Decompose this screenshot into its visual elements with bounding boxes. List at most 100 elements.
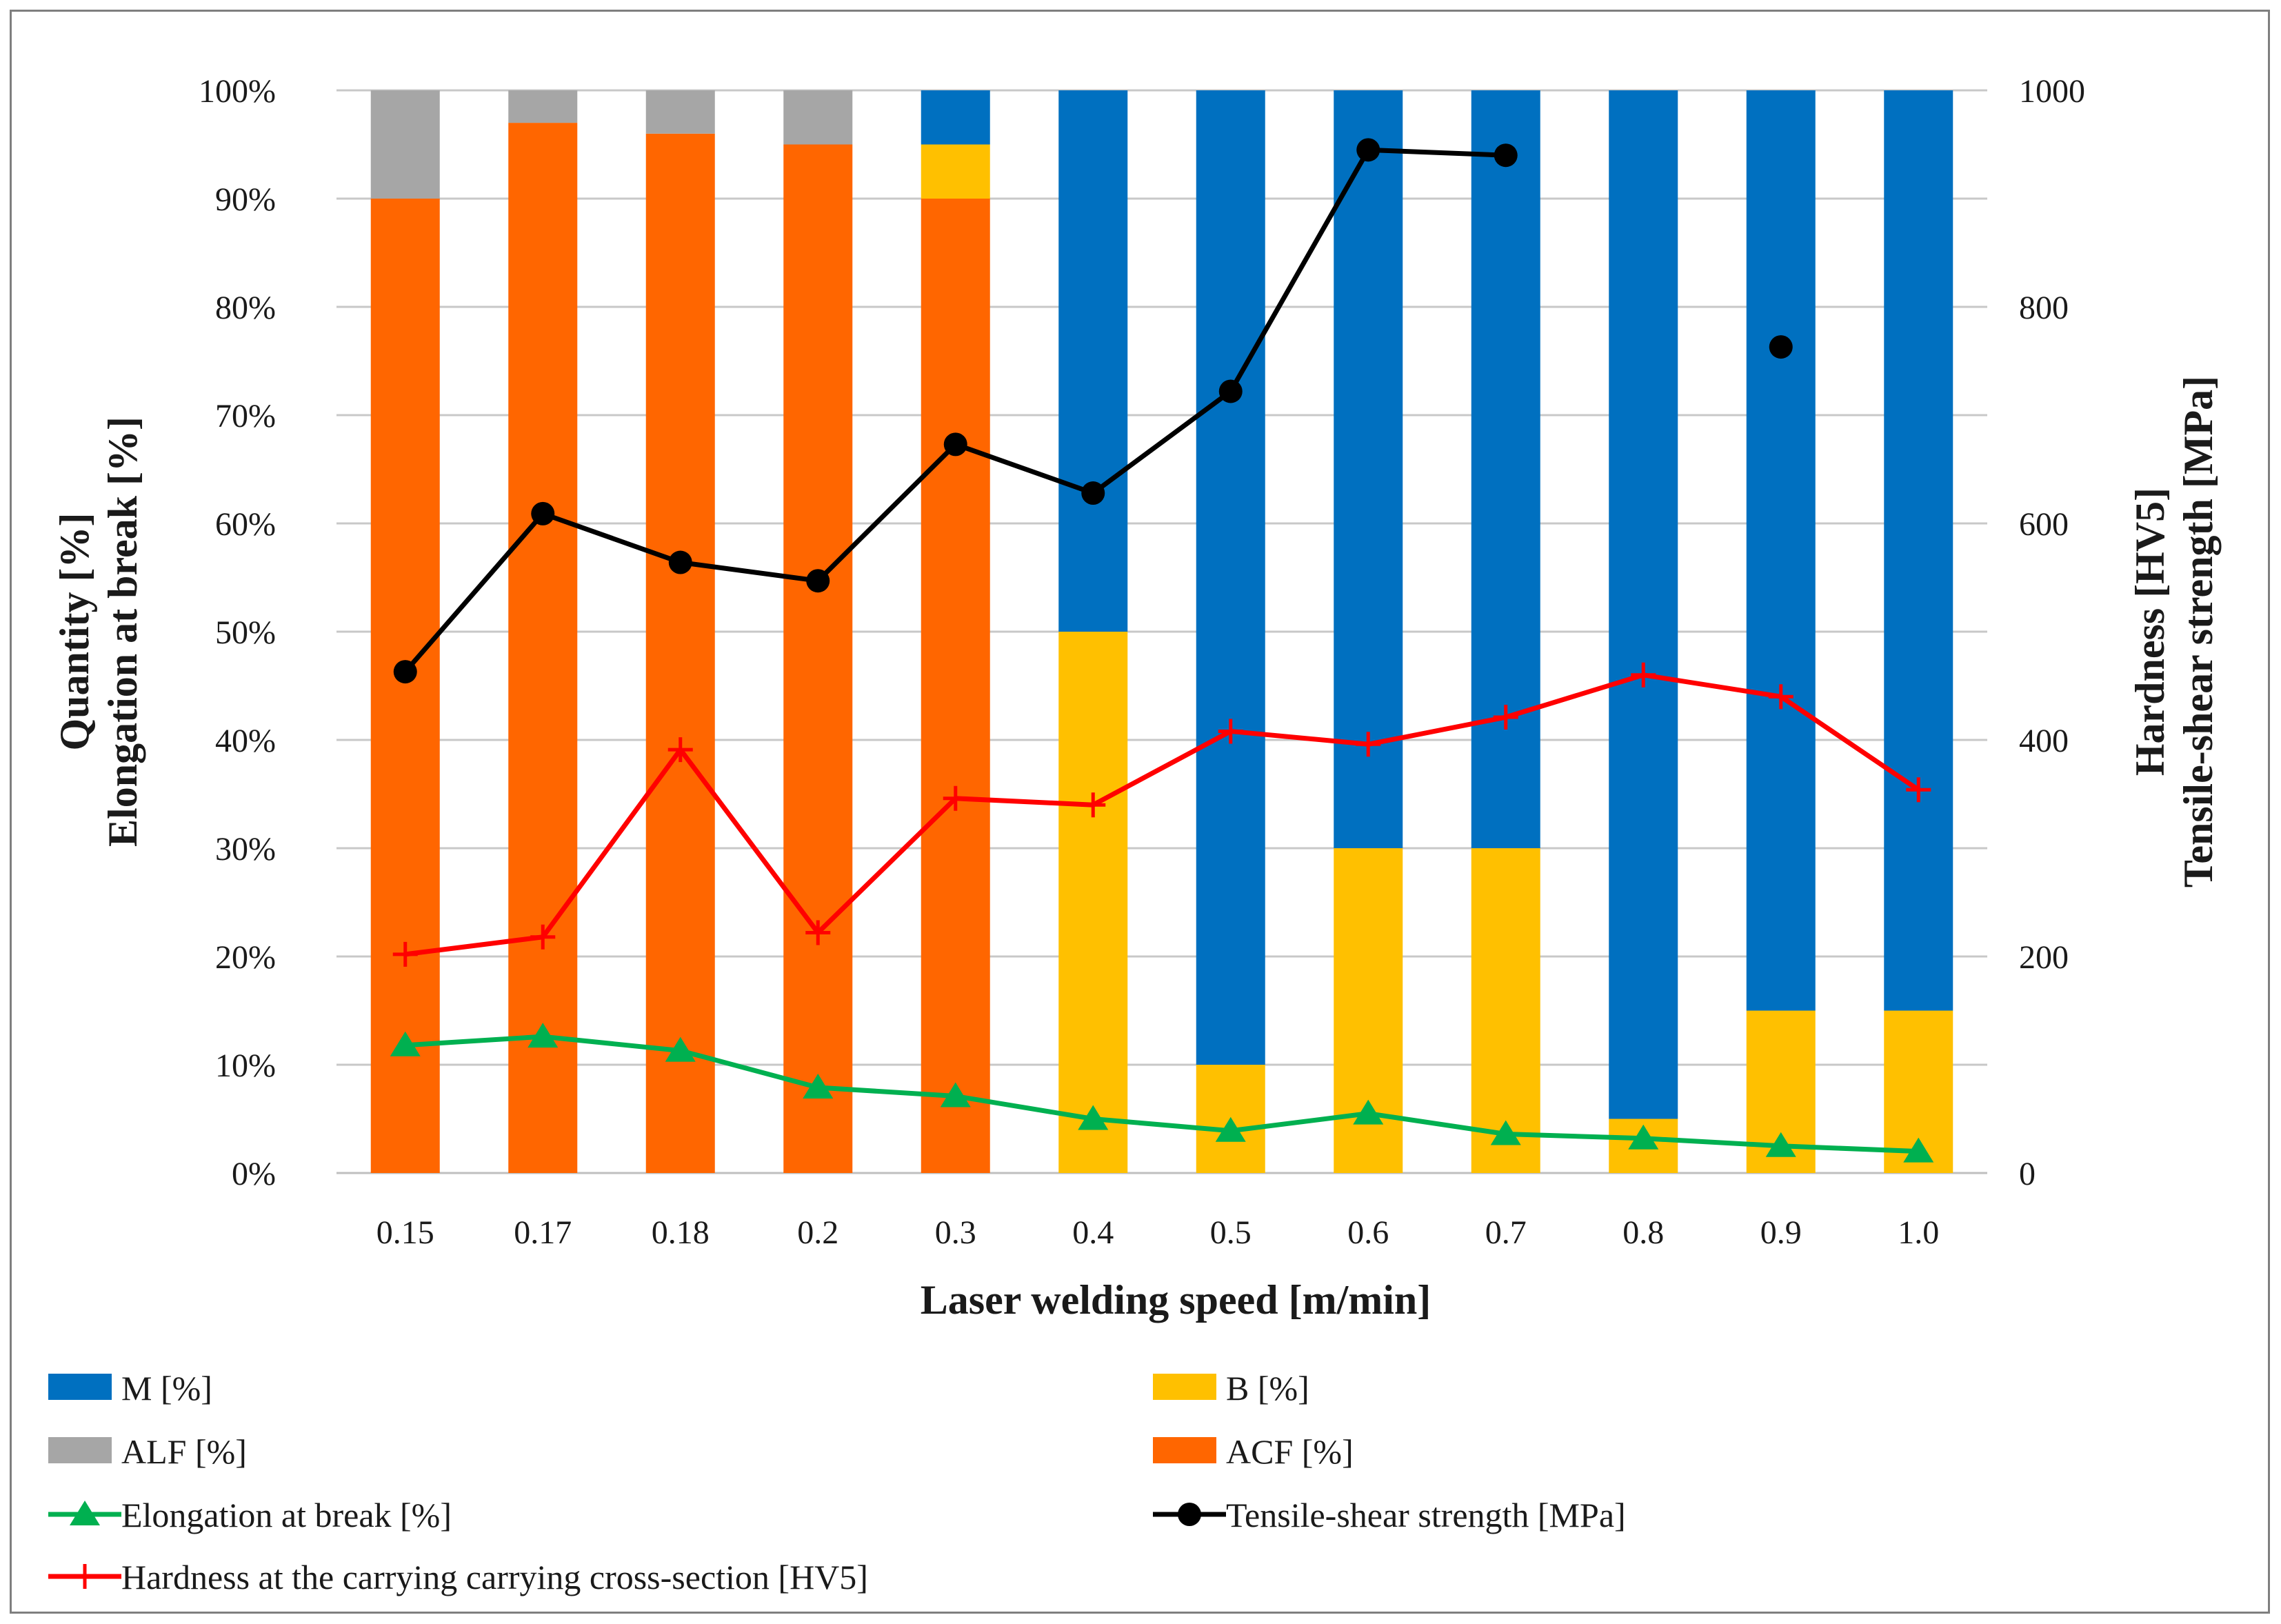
y-left-axis-title: Elongation at break [%] bbox=[100, 417, 145, 847]
bar-segment bbox=[783, 144, 853, 1173]
legend-label: Tensile-shear strength [MPa] bbox=[1226, 1496, 1626, 1534]
legend-swatch bbox=[1153, 1374, 1216, 1400]
bar-segment bbox=[783, 90, 853, 145]
bar-segment bbox=[508, 90, 578, 123]
y-left-tick-label: 50% bbox=[215, 614, 276, 651]
bar-segment bbox=[370, 90, 440, 199]
series-line-segment bbox=[678, 747, 821, 935]
series-line-segment bbox=[1365, 714, 1509, 747]
data-point-marker bbox=[1628, 1124, 1659, 1150]
y-left-tick-label: 100% bbox=[199, 73, 276, 110]
y-right-axis-title: Hardness [HV5] bbox=[2127, 488, 2173, 776]
y-left-tick-label: 40% bbox=[215, 723, 276, 759]
y-left-tick-label: 10% bbox=[215, 1047, 276, 1084]
series-line-segment bbox=[1090, 1116, 1234, 1134]
series-line-segment bbox=[403, 1034, 545, 1048]
data-point-marker bbox=[527, 1023, 559, 1048]
y-right-axis-title: Tensile-shear strength [MPa] bbox=[2176, 376, 2221, 888]
legend-label: ACF [%] bbox=[1226, 1432, 1354, 1471]
x-tick-label: 0.5 bbox=[1210, 1214, 1252, 1251]
series-line-segment bbox=[1640, 672, 1784, 699]
legend-label: ALF [%] bbox=[121, 1432, 247, 1471]
bar-segment bbox=[645, 133, 715, 1173]
series-line-segment bbox=[1090, 388, 1234, 496]
y-right-tick-label: 200 bbox=[2019, 939, 2069, 976]
series-line-segment bbox=[403, 511, 545, 674]
series-line-segment bbox=[815, 1085, 958, 1099]
y-left-tick-label: 80% bbox=[215, 290, 276, 326]
series-line-segment bbox=[1365, 1111, 1509, 1136]
bar-segment bbox=[921, 199, 990, 1173]
x-tick-label: 1.0 bbox=[1898, 1214, 1939, 1251]
series-line-segment bbox=[1503, 672, 1646, 720]
bar-segment bbox=[1471, 848, 1540, 1173]
data-point-marker bbox=[1490, 1120, 1521, 1145]
data-point-marker bbox=[1493, 705, 1518, 730]
data-point-marker bbox=[1081, 792, 1106, 818]
series-line-segment bbox=[1640, 1136, 1784, 1149]
series-line-segment bbox=[1090, 728, 1234, 808]
data-point-marker bbox=[393, 660, 417, 684]
x-tick-label: 0.9 bbox=[1760, 1214, 1802, 1251]
data-point-marker bbox=[1903, 1137, 1934, 1163]
data-point-marker bbox=[1218, 379, 1243, 403]
y-right-tick-label: 0 bbox=[2019, 1156, 2036, 1192]
bar-segment bbox=[1609, 90, 1678, 1119]
series-line-segment bbox=[1228, 1111, 1371, 1134]
series-line-segment bbox=[953, 1094, 1096, 1121]
data-point-marker bbox=[1215, 1116, 1246, 1142]
x-tick-label: 0.2 bbox=[797, 1214, 838, 1251]
series-line-segment bbox=[1778, 1143, 1921, 1154]
data-point-marker bbox=[1356, 732, 1381, 757]
series-line-segment bbox=[678, 560, 821, 583]
data-point-marker bbox=[806, 569, 830, 593]
series-line-segment bbox=[540, 1034, 683, 1054]
y-right-tick-label: 400 bbox=[2019, 723, 2069, 759]
legend-marker bbox=[1178, 1503, 1201, 1526]
bar-segment bbox=[921, 90, 990, 145]
bar-segment bbox=[921, 144, 990, 199]
data-point-marker bbox=[803, 1073, 834, 1099]
y-left-tick-label: 70% bbox=[215, 398, 276, 434]
data-point-marker bbox=[531, 501, 555, 525]
bar-segment bbox=[1058, 90, 1128, 632]
data-point-marker bbox=[940, 1082, 971, 1107]
legend-marker bbox=[70, 1501, 100, 1525]
bar-segment bbox=[370, 199, 440, 1173]
bar-segment bbox=[1058, 632, 1128, 1173]
legend-swatch bbox=[48, 1374, 112, 1400]
data-point-marker bbox=[530, 924, 556, 950]
legend-label: Hardness at the carrying carrying cross-… bbox=[121, 1558, 868, 1596]
bar-segment bbox=[645, 90, 715, 134]
legend-label: M [%] bbox=[121, 1369, 212, 1407]
series-line-segment bbox=[815, 441, 958, 583]
series-line-segment bbox=[815, 796, 958, 935]
y-left-tick-label: 0% bbox=[232, 1156, 276, 1192]
data-point-marker bbox=[943, 432, 967, 457]
data-point-marker bbox=[1078, 1105, 1109, 1130]
data-point-marker bbox=[1218, 719, 1243, 744]
series-line-segment bbox=[1228, 147, 1371, 394]
bar-segment bbox=[1746, 90, 1816, 1011]
series-line-segment bbox=[1228, 728, 1371, 747]
data-point-marker bbox=[1769, 335, 1793, 359]
x-tick-label: 0.7 bbox=[1485, 1214, 1527, 1251]
data-point-marker bbox=[1356, 138, 1380, 162]
x-tick-label: 0.18 bbox=[652, 1214, 710, 1251]
legend-label: Elongation at break [%] bbox=[121, 1496, 452, 1534]
data-point-marker bbox=[943, 785, 968, 811]
x-tick-label: 0.15 bbox=[376, 1214, 434, 1251]
data-point-marker bbox=[668, 550, 692, 574]
series-line-segment bbox=[1503, 1131, 1646, 1141]
y-left-tick-label: 20% bbox=[215, 939, 276, 976]
bar-segment bbox=[1334, 90, 1403, 848]
legend-label: B [%] bbox=[1226, 1369, 1309, 1407]
y-right-tick-label: 1000 bbox=[2019, 73, 2085, 110]
series-line-segment bbox=[403, 934, 545, 957]
x-tick-label: 0.6 bbox=[1347, 1214, 1389, 1251]
bar-segment bbox=[508, 123, 578, 1174]
data-point-marker bbox=[667, 737, 693, 763]
data-point-marker bbox=[805, 920, 831, 945]
data-point-marker bbox=[665, 1036, 696, 1062]
